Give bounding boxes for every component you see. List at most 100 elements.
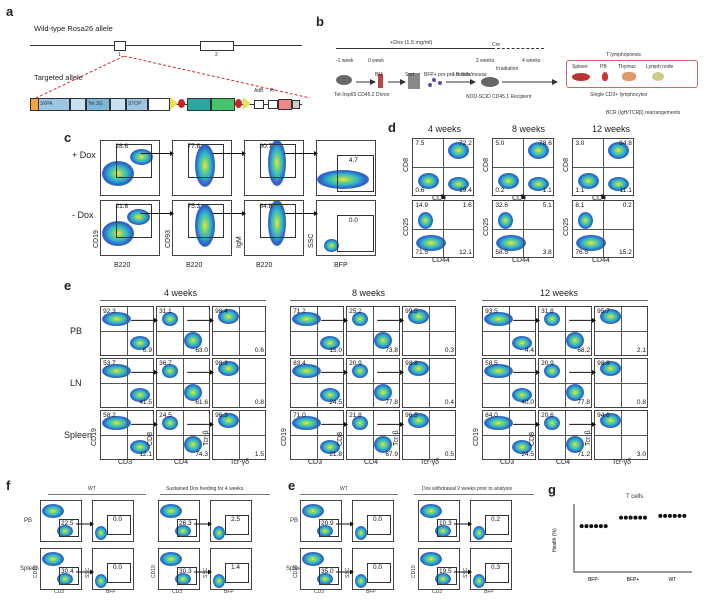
gate-percent: 19.4 (459, 186, 472, 194)
density-cluster (317, 525, 333, 537)
density-cluster (129, 439, 151, 455)
density-cluster (129, 335, 151, 351)
density-cluster (319, 439, 341, 455)
gate (367, 515, 391, 535)
c-y3: IgM (236, 236, 243, 248)
gate-percent: 19.5 (439, 568, 452, 576)
density-cluster (447, 141, 469, 159)
e2-row-pb: PB (290, 518, 299, 524)
gate-percent: 10.3 (439, 520, 452, 528)
gate (59, 567, 79, 585)
e-ylabel: CD19 (91, 428, 98, 446)
cre-label: Cre (492, 42, 501, 48)
c-x4: BFP (334, 262, 348, 269)
gate-percent: 22.5 (61, 520, 74, 528)
e-plot-1-0-1: 25.2 73.8 (346, 306, 400, 356)
g-data-point (682, 513, 687, 518)
organ-ln: Lymph node (646, 64, 674, 70)
e-plot-2-0-0: 93.5 4.4 (482, 306, 536, 356)
density-cluster (184, 384, 203, 401)
gate-percent: 58.5 (485, 359, 498, 367)
gate (107, 515, 131, 535)
quadrant-line-v (509, 307, 510, 355)
recipient-label: NOD-SCID CD45.1 Recipient (466, 94, 532, 100)
gate-percent: 7.5 (415, 140, 425, 148)
e-plot-0-2-0: 58.2 12.1 (100, 410, 154, 460)
density-cluster (544, 311, 560, 327)
panel-label-d: d (388, 120, 396, 135)
e-plot-0-1-2: 98.3 0.8 (212, 358, 266, 408)
gate-percent: 74.3 (195, 451, 208, 459)
gate-percent: 61.6 (195, 399, 208, 407)
c-plot-1-2: 84.8 (244, 200, 304, 256)
gate-percent: 24.5 (521, 451, 534, 459)
gate-percent: 4.7 (348, 157, 358, 165)
gate-percent: 0.0 (348, 217, 358, 225)
neo-box (278, 99, 292, 110)
gate-percent: 98.9 (597, 359, 610, 367)
density-cluster (496, 234, 526, 252)
red-oval-2 (235, 99, 242, 108)
quadrant-line-v (127, 411, 128, 459)
density-cluster (175, 525, 191, 537)
g-ylabel: Health (%) (552, 528, 558, 552)
g-category-label: WT (668, 577, 676, 583)
e-plot-0-0-2: 98.4 0.6 (212, 306, 266, 356)
gate-percent: 3.0 (575, 140, 585, 148)
e-plot-2-2-0: 84.0 24.5 (482, 410, 536, 460)
quadrant-line-v (183, 307, 184, 355)
gate-percent: 67.9 (385, 451, 398, 459)
quadrant-line-v (603, 139, 604, 195)
panel-label-g: g (548, 482, 556, 497)
e2-ylabel: CD19 (293, 565, 299, 578)
e-ylabel: Tcr-β (393, 430, 400, 446)
rev1b-box (110, 98, 126, 111)
gate-percent: 24.5 (329, 399, 342, 407)
c-y4: SSC (308, 233, 315, 248)
gate-percent: 32.6 (495, 202, 509, 210)
gate (485, 515, 509, 535)
f-ylabel: SSC (203, 567, 209, 578)
gate-percent: 30.4 (61, 568, 74, 576)
density-cluster (600, 413, 621, 428)
tet3g-label: Tet 3G (88, 101, 103, 107)
gate-percent: 98.4 (215, 307, 228, 315)
g-data-point (628, 515, 633, 520)
d-week-12: 12 weeks (592, 124, 631, 134)
t4-label: 4 weeks (522, 58, 541, 64)
gate-percent: 21.8 (329, 451, 342, 459)
density-cluster (268, 141, 286, 186)
gate (485, 563, 509, 583)
density-cluster (511, 387, 533, 403)
gate-percent: 35.0 (321, 568, 334, 576)
green-box (211, 98, 235, 111)
c-plot-0-3: 4.7 (316, 140, 376, 196)
g-data-point (619, 515, 623, 520)
gate (367, 563, 391, 583)
quadrant-line-v (443, 201, 444, 257)
spleen-shape (572, 73, 590, 81)
f-wt: WT (88, 486, 96, 492)
panel-label-c: c (64, 130, 72, 145)
density-cluster (213, 574, 225, 588)
d-xlabel-bot: CD44 (432, 257, 450, 264)
c-y1: CD19 (93, 230, 100, 248)
e-ylabel: Tcr-β (585, 430, 592, 446)
f-plot-1-0: 30.4 (40, 548, 82, 590)
d-xlabel-top: CD4 (432, 195, 447, 202)
bfp-label: BFP+ pro-pre-B cells (424, 72, 471, 78)
density-cluster (447, 176, 469, 191)
quadrant-line-v (239, 307, 240, 355)
e-xlabel: CD3 (118, 459, 133, 466)
density-cluster (576, 234, 606, 252)
gate-percent: 58.5 (495, 248, 509, 256)
e-plot-2-2-2: 94.6 3.0 (594, 410, 648, 460)
gate-percent: 26.3 (179, 520, 192, 528)
f-xlabel: CD3 (172, 589, 183, 595)
gate-percent: 53.7 (103, 359, 116, 367)
gate-percent: 99.5 (405, 307, 418, 315)
f-ylabel: CD19 (33, 565, 39, 578)
dox-label: +Dox (1.5 mg/ml) (390, 40, 433, 46)
bcr-label: BCR (IgH/TCRβ) rearrangements (606, 110, 681, 116)
c-x3: B220 (256, 262, 273, 269)
